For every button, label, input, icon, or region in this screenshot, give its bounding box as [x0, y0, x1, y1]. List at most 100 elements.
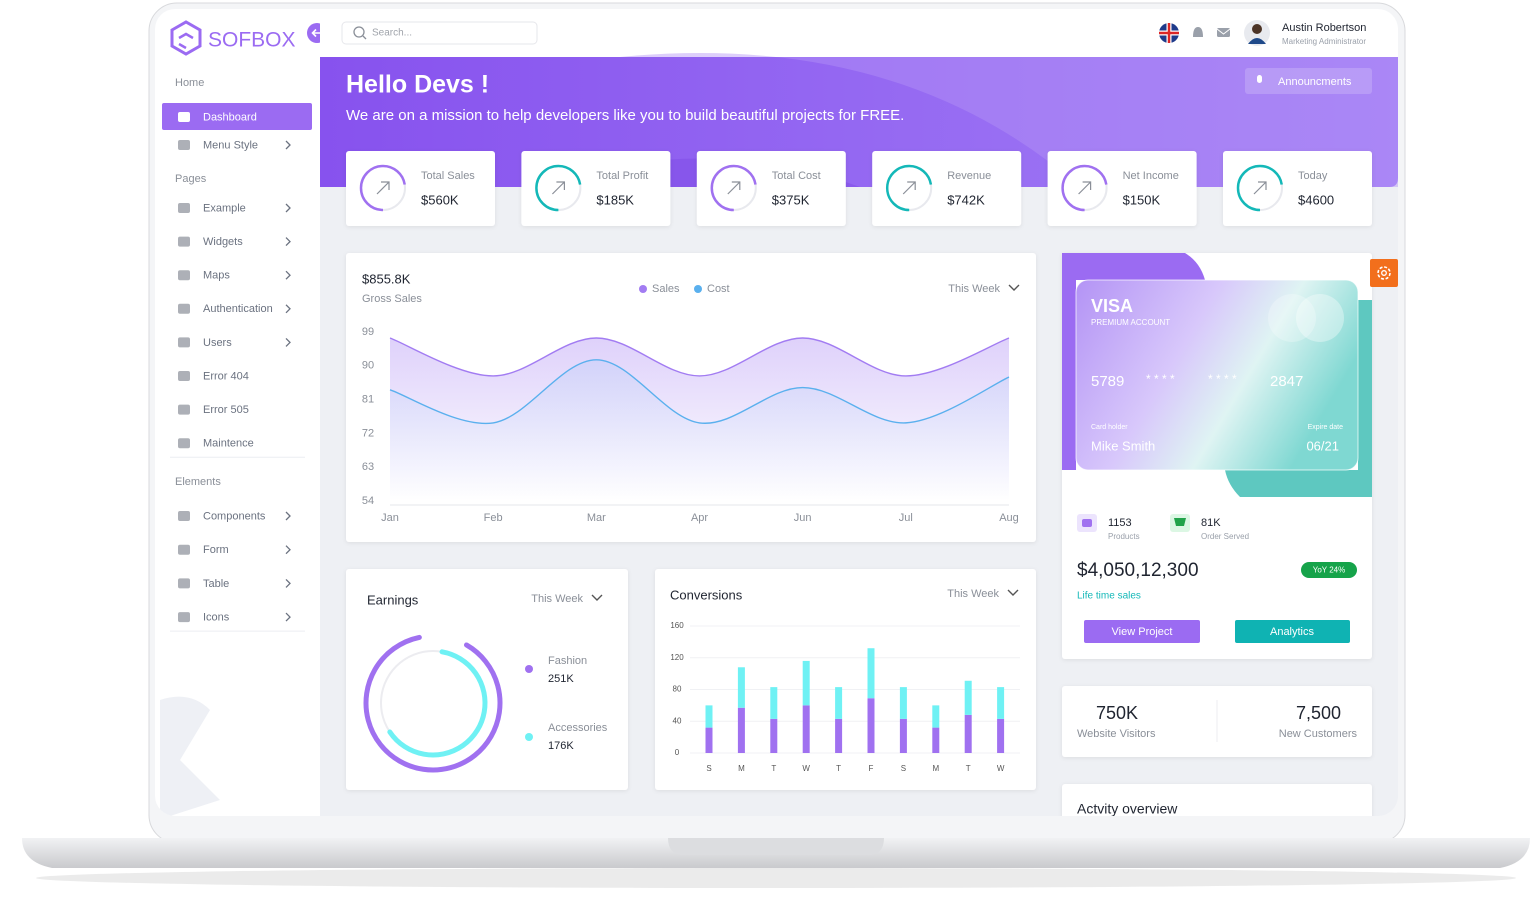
y-tick-label: 0: [675, 748, 680, 757]
sidebar-section-title: Elements: [175, 476, 221, 488]
logo[interactable]: SOFBOX: [170, 20, 296, 56]
x-tick-label: F: [869, 764, 874, 773]
conversions-card: [655, 569, 1036, 790]
stat-ring-progress: [710, 164, 758, 212]
bar-segment: [932, 727, 940, 753]
stat-value: $150K: [1123, 192, 1161, 207]
earnings-card: [346, 569, 628, 790]
menu-item[interactable]: Form: [203, 544, 229, 556]
card-number: * * * *: [1146, 372, 1175, 386]
submenu-chevron: [285, 578, 291, 588]
menu-item[interactable]: Error 505: [203, 404, 249, 416]
menu-item[interactable]: Authentication: [203, 303, 273, 315]
stat-arrow: [727, 181, 741, 195]
y-tick-label: 90: [362, 360, 374, 372]
avatar-body: [1248, 38, 1266, 44]
menu-item[interactable]: Widgets: [203, 236, 243, 248]
lifetime-total: $4,050,12,300: [1077, 560, 1199, 581]
language-flag[interactable]: [1159, 23, 1179, 43]
stat-ring-progress: [885, 164, 933, 212]
stat-ring-progress: [1061, 164, 1108, 212]
menu-item[interactable]: Error 404: [203, 370, 249, 382]
legend-value: 176K: [548, 740, 574, 752]
bar-segment: [737, 667, 745, 708]
settings-button[interactable]: [1370, 259, 1398, 287]
bar-segment: [770, 718, 778, 753]
button-label: Analytics: [1270, 626, 1315, 638]
bar-segment: [964, 714, 972, 753]
period-select[interactable]: This Week: [531, 593, 583, 605]
menu-item[interactable]: Table: [203, 578, 229, 590]
search-box[interactable]: [341, 21, 538, 45]
stat-arrow: [1078, 181, 1092, 195]
series-line: [389, 359, 1010, 425]
bar-segment: [932, 705, 940, 728]
bar-segment: [997, 718, 1005, 753]
stat-label: Total Profit: [596, 170, 648, 182]
bar-segment: [770, 687, 778, 719]
bell-icon[interactable]: [1193, 27, 1203, 37]
bar-segment: [705, 727, 713, 753]
menu-item[interactable]: Example: [203, 202, 246, 214]
menu-icon: [178, 404, 190, 415]
search-icon: [362, 35, 367, 40]
submenu-chevron: [285, 270, 291, 280]
customers-value: 7,500: [1296, 703, 1341, 723]
period-select[interactable]: This Week: [947, 588, 999, 600]
active-item: [162, 103, 312, 130]
card-number: * * * *: [1208, 372, 1237, 386]
submenu-chevron: [285, 545, 291, 555]
submenu-chevron: [285, 511, 291, 521]
stat-arrow: [902, 181, 916, 195]
menu-icon: [178, 337, 190, 348]
sidebar-decoration: [160, 696, 220, 816]
bar-segment: [802, 660, 810, 706]
menu-icon: [178, 140, 190, 150]
menu-item[interactable]: Menu Style: [203, 139, 258, 151]
announcements-label: Announcments: [1278, 76, 1352, 88]
submenu-chevron: [285, 612, 291, 622]
user-role: Marketing Administrator: [1282, 37, 1366, 46]
menu-item[interactable]: Maintence: [203, 438, 254, 450]
activity-title: Actvity overview: [1077, 801, 1178, 817]
card-decoration: [1225, 470, 1372, 497]
view-project-button[interactable]: [1084, 620, 1200, 643]
lifetime-label: Life time sales: [1077, 591, 1141, 602]
legend-label: Sales: [652, 283, 680, 295]
button-label: View Project: [1112, 626, 1173, 638]
bar-segment: [835, 687, 843, 719]
card-decoration: [1062, 280, 1076, 470]
stat-label: Revenue: [947, 170, 991, 182]
legend-dot: [639, 285, 647, 293]
bar-segment: [964, 680, 972, 715]
x-tick-label: S: [901, 764, 906, 773]
y-tick-label: 99: [362, 326, 374, 338]
menu-item[interactable]: Dashboard: [203, 111, 257, 123]
donut-ring: [378, 648, 488, 758]
x-tick-label: Apr: [691, 512, 708, 524]
logo-icon-inner: [178, 32, 194, 50]
visa-card: [1075, 279, 1359, 471]
announcements-button[interactable]: [1245, 68, 1372, 94]
menu-item[interactable]: Users: [203, 337, 232, 349]
menu-item[interactable]: Icons: [203, 612, 230, 624]
menu-item[interactable]: Components: [203, 510, 266, 522]
yoy-badge-text: YoY 24%: [1313, 566, 1345, 575]
analytics-button[interactable]: [1235, 620, 1350, 643]
menu-item[interactable]: Maps: [203, 270, 230, 282]
x-tick-label: W: [802, 764, 810, 773]
mail-icon[interactable]: [1217, 28, 1230, 37]
submenu-chevron: [285, 140, 291, 150]
bar-segment: [802, 705, 810, 753]
shadow: [36, 868, 1516, 888]
stat-card: [346, 151, 495, 226]
period-select[interactable]: This Week: [948, 283, 1000, 295]
activity-card: [1062, 784, 1372, 816]
x-tick-label: T: [836, 764, 841, 773]
user-name: Austin Robertson: [1282, 22, 1366, 34]
x-tick-label: T: [966, 764, 971, 773]
banner-decoration: [620, 53, 1398, 188]
y-tick-label: 120: [670, 653, 684, 662]
